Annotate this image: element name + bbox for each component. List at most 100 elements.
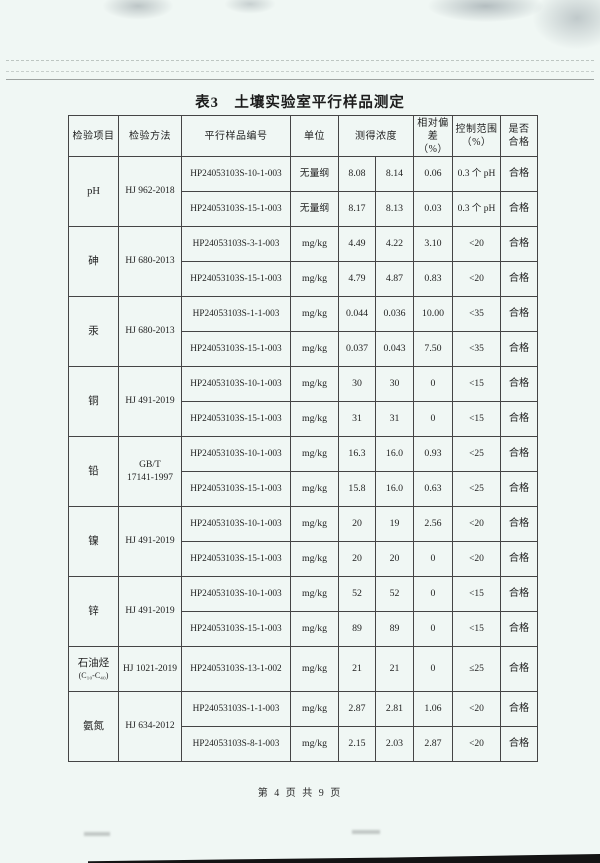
table-header-row: 检验项目 检验方法 平行样品编号 单位 测得浓度 相对偏差 （%） 控制范围 （… [68, 115, 538, 157]
sample-id-cell: HP24053103S-15-1-003 [181, 541, 291, 577]
sample-id-cell: HP24053103S-1-1-003 [181, 296, 291, 332]
concentration-1-cell: 4.79 [338, 261, 376, 297]
concentration-1-cell: 16.3 [338, 436, 376, 472]
deviation-cell: 0 [413, 611, 453, 647]
result-cell: 合格 [500, 691, 538, 727]
analyte-cell: 氨氮 [68, 691, 119, 762]
sample-id-cell: HP24053103S-8-1-003 [181, 726, 291, 762]
control-range-cell: 0.3 个 pH [452, 191, 501, 227]
table-row: HP24053103S-15-1-003 无量纲 8.17 8.13 0.03 0.3 个… [69, 191, 538, 227]
control-range-cell: <15 [452, 576, 501, 612]
concentration-1-cell: 15.8 [338, 471, 376, 507]
control-range-cell: ≤25 [452, 646, 501, 692]
deviation-cell: 0.63 [413, 471, 453, 507]
concentration-1-cell: 31 [338, 401, 376, 437]
control-range-cell: <15 [452, 366, 501, 402]
sample-id-cell: HP24053103S-15-1-003 [181, 611, 291, 647]
result-cell: 合格 [500, 576, 538, 612]
table-row: 汞 HJ 680-2013 HP24053103S-1-1-003 mg/kg 0.04… [68, 296, 538, 367]
concentration-2-cell: 31 [375, 401, 414, 437]
unit-cell: mg/kg [290, 261, 339, 297]
deviation-cell: 1.06 [413, 691, 453, 727]
method-cell: HJ 680-2013 [118, 226, 182, 297]
control-range-cell: <25 [452, 436, 501, 472]
sample-id-cell: HP24053103S-10-1-003 [181, 366, 291, 402]
unit-cell: mg/kg [290, 691, 339, 727]
deviation-cell: 2.56 [413, 506, 453, 542]
col-header-deviation: 相对偏差 （%） [413, 115, 453, 157]
method-cell: HJ 491-2019 [118, 366, 182, 437]
control-range-cell: <20 [452, 691, 501, 727]
table-row: 石油烃 (C₁₀-C₄₀) HJ 1021-2019 HP24053103S-13-1… [68, 646, 538, 692]
scan-mark [84, 832, 110, 836]
unit-cell: mg/kg [290, 646, 339, 692]
concentration-2-cell: 0.043 [375, 331, 414, 367]
concentration-2-cell: 30 [375, 366, 414, 402]
unit-cell: mg/kg [290, 296, 339, 332]
sample-id-cell: HP24053103S-10-1-003 [181, 156, 291, 192]
control-range-cell: <20 [452, 506, 501, 542]
analyte-name: 砷 [88, 255, 99, 267]
analyte-name: 锌 [88, 605, 99, 617]
table-row: 锌 HJ 491-2019 HP24053103S-10-1-003 mg/kg 52 5… [68, 576, 538, 647]
concentration-2-cell: 21 [375, 646, 414, 692]
method-cell: HJ 491-2019 [118, 506, 182, 577]
result-cell: 合格 [500, 401, 538, 437]
concentration-1-cell: 52 [338, 576, 376, 612]
control-range-cell: <35 [452, 331, 501, 367]
concentration-2-cell: 2.03 [375, 726, 414, 762]
table-row: HP24053103S-8-1-003 mg/kg 2.15 2.03 2.87 <20 合… [69, 726, 538, 762]
control-range-cell: <20 [452, 541, 501, 577]
col-header-qualified: 是否 合格 [500, 115, 538, 157]
col-header-concentration: 测得浓度 [338, 115, 414, 157]
result-cell: 合格 [500, 646, 538, 692]
method-cell: HJ 1021-2019 [118, 646, 182, 692]
control-range-cell: <20 [452, 726, 501, 762]
concentration-1-cell: 30 [338, 366, 376, 402]
concentration-1-cell: 20 [338, 541, 376, 577]
deviation-cell: 7.50 [413, 331, 453, 367]
analyte-cell: 铜 [68, 366, 119, 437]
unit-cell: mg/kg [290, 506, 339, 542]
concentration-2-cell: 89 [375, 611, 414, 647]
table-row: HP24053103S-15-1-003 mg/kg 0.037 0.043 7.50 <… [69, 331, 538, 367]
table-row: HP24053103S-15-1-003 mg/kg 89 89 0 <15 合格 [69, 611, 538, 647]
col-header-method: 检验方法 [118, 115, 182, 157]
result-cell: 合格 [500, 506, 538, 542]
deviation-cell: 0 [413, 366, 453, 402]
deviation-cell: 0.83 [413, 261, 453, 297]
concentration-1-cell: 2.87 [338, 691, 376, 727]
table-row: HP24053103S-15-1-003 mg/kg 20 20 0 <20 合格 [69, 541, 538, 577]
deviation-cell: 10.00 [413, 296, 453, 332]
analyte-name: pH [87, 185, 100, 197]
sample-id-cell: HP24053103S-15-1-003 [181, 191, 291, 227]
sample-id-cell: HP24053103S-15-1-003 [181, 331, 291, 367]
unit-cell: 无量纲 [290, 156, 339, 192]
concentration-1-cell: 2.15 [338, 726, 376, 762]
result-cell: 合格 [500, 226, 538, 262]
scan-line [6, 71, 594, 72]
analyte-cell: 锌 [68, 576, 119, 647]
analyte-cell: 砷 [68, 226, 119, 297]
analyte-name: 石油烃 [77, 657, 110, 669]
deviation-cell: 3.10 [413, 226, 453, 262]
analyte-cell: 汞 [68, 296, 119, 367]
result-cell: 合格 [500, 296, 538, 332]
control-range-cell: <20 [452, 226, 501, 262]
col-header-unit: 单位 [290, 115, 339, 157]
unit-cell: mg/kg [290, 366, 339, 402]
sample-id-cell: HP24053103S-15-1-003 [181, 471, 291, 507]
method-cell: HJ 491-2019 [118, 576, 182, 647]
sample-id-cell: HP24053103S-10-1-003 [181, 576, 291, 612]
analyte-name: 氨氮 [83, 720, 104, 732]
table-row: 砷 HJ 680-2013 HP24053103S-3-1-003 mg/kg 4.49… [68, 226, 538, 297]
parallel-samples-table: 检验项目 检验方法 平行样品编号 单位 测得浓度 相对偏差 （%） 控制范围 （… [68, 115, 538, 762]
table-row: 镍 HJ 491-2019 HP24053103S-10-1-003 mg/kg 20 1… [68, 506, 538, 577]
result-cell: 合格 [500, 366, 538, 402]
result-cell: 合格 [500, 611, 538, 647]
concentration-1-cell: 20 [338, 506, 376, 542]
concentration-2-cell: 8.14 [375, 156, 414, 192]
result-cell: 合格 [500, 436, 538, 472]
control-range-cell: <35 [452, 296, 501, 332]
